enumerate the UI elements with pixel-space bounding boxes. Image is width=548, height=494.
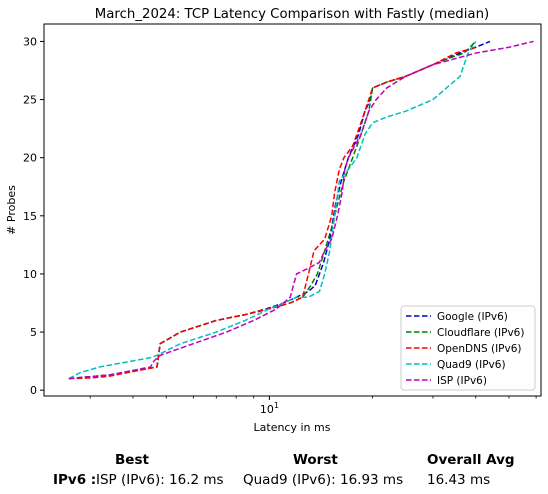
y-tick-label: 0 [30, 384, 37, 397]
summary-best-value: ISP (IPv6): 16.2 ms [96, 472, 224, 488]
y-tick-label: 25 [23, 94, 37, 107]
legend-label: ISP (IPv6) [437, 375, 487, 387]
summary-row-label: IPv6 : [53, 472, 96, 488]
y-tick-label: 30 [23, 35, 37, 48]
summary-header-worst: Worst [293, 452, 338, 468]
x-axis-label: Latency in ms [254, 421, 331, 434]
y-tick-label: 20 [23, 152, 37, 165]
legend: Google (IPv6) Cloudflare (IPv6) OpenDNS (I… [401, 306, 535, 390]
y-tick-label: 15 [23, 210, 37, 223]
legend-label: Quad9 (IPv6) [437, 359, 506, 371]
summary-avg-value: 16.43 ms [427, 472, 490, 488]
summary-worst-value: Quad9 (IPv6): 16.93 ms [243, 472, 403, 488]
x-tick-label-exp: 1 [274, 401, 279, 410]
x-tick-label-base: 10 [260, 403, 274, 416]
legend-label: Cloudflare (IPv6) [437, 327, 524, 339]
legend-label: Google (IPv6) [437, 311, 508, 323]
y-tick-label: 10 [23, 268, 37, 281]
y-axis-label: # Probes [5, 185, 18, 235]
summary-header-avg: Overall Avg [427, 452, 515, 468]
summary-header-best: Best [115, 452, 149, 468]
legend-label: OpenDNS (IPv6) [437, 343, 522, 355]
latency-chart: March_2024: TCP Latency Comparison with … [0, 0, 548, 448]
y-tick-label: 5 [30, 326, 37, 339]
chart-title: March_2024: TCP Latency Comparison with … [95, 7, 489, 22]
summary-table: Best Worst Overall Avg IPv6 : ISP (IPv6)… [0, 448, 548, 494]
x-tick-label: 101 [260, 401, 279, 416]
